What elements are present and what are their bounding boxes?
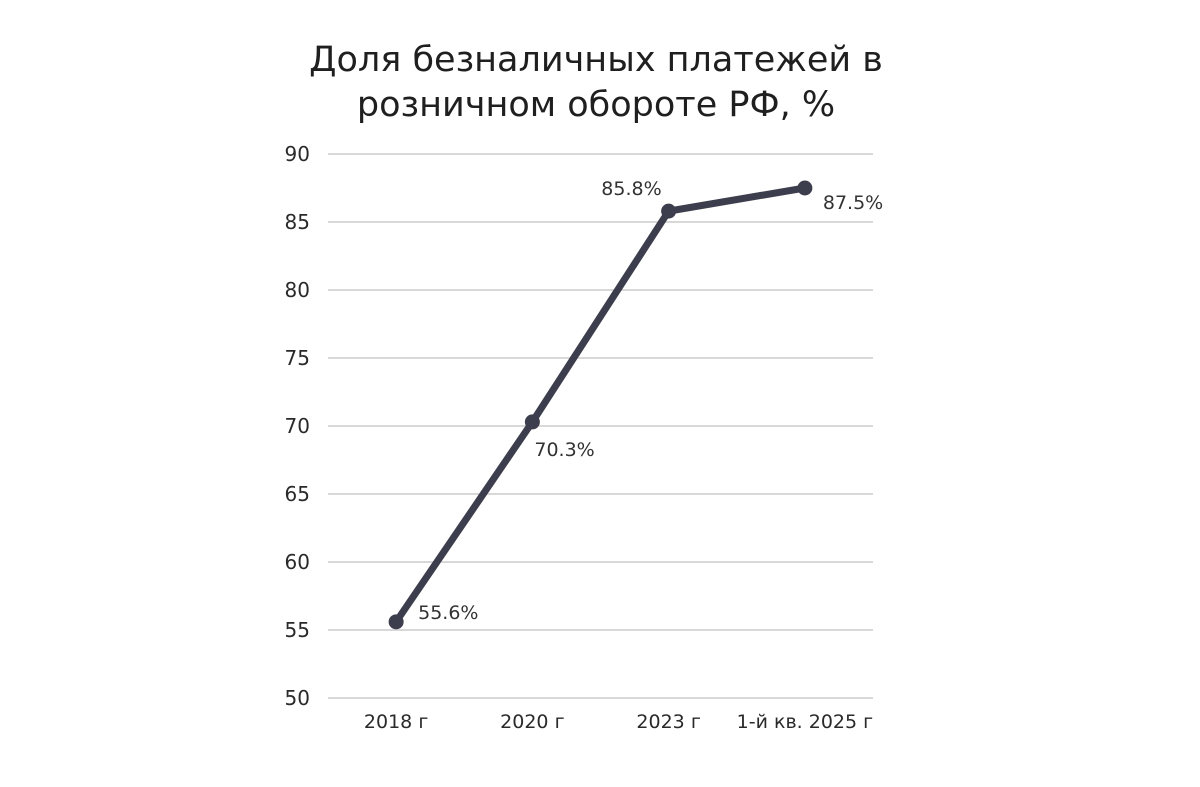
data-label-1: 70.3% — [534, 439, 594, 461]
x-tick-label-2: 2023 г — [636, 711, 700, 733]
data-point-1 — [524, 414, 540, 430]
data-point-0 — [388, 614, 404, 630]
y-tick-label-60: 60 — [285, 550, 310, 574]
chart-title-line-2: розничном обороте РФ, % — [356, 85, 836, 125]
y-tick-label-55: 55 — [285, 618, 310, 642]
data-point-3 — [797, 180, 813, 196]
y-tick-label-75: 75 — [285, 346, 310, 370]
x-tick-label-3: 1-й кв. 2025 г — [737, 711, 873, 733]
series-line-0 — [392, 184, 809, 626]
data-label-0: 55.6% — [418, 602, 478, 624]
x-tick-label-1: 2020 г — [500, 711, 564, 733]
data-point-2 — [661, 203, 677, 219]
x-axis-ticks: 2018 г 2020 г 2023 г 1-й кв. 2025 г — [364, 711, 873, 733]
data-label-2: 85.8% — [601, 178, 661, 200]
y-tick-label-85: 85 — [285, 210, 310, 234]
y-axis-ticks: 50 55 60 65 70 75 80 85 90 — [285, 142, 310, 710]
data-label-3: 87.5% — [823, 192, 883, 214]
gridlines — [328, 153, 873, 699]
y-tick-label-50: 50 — [285, 686, 310, 710]
data-points — [388, 180, 813, 630]
y-tick-label-80: 80 — [285, 278, 310, 302]
chart-title: Доля безналичных платежей в розничном об… — [0, 38, 1192, 128]
series-line-group — [392, 184, 809, 626]
chart-title-line-1: Доля безналичных платежей в — [309, 40, 883, 80]
data-labels: 55.6% 70.3% 85.8% 87.5% — [418, 178, 883, 624]
y-tick-label-90: 90 — [285, 142, 310, 166]
y-tick-label-70: 70 — [285, 414, 310, 438]
x-tick-label-0: 2018 г — [364, 711, 428, 733]
y-tick-label-65: 65 — [285, 482, 310, 506]
